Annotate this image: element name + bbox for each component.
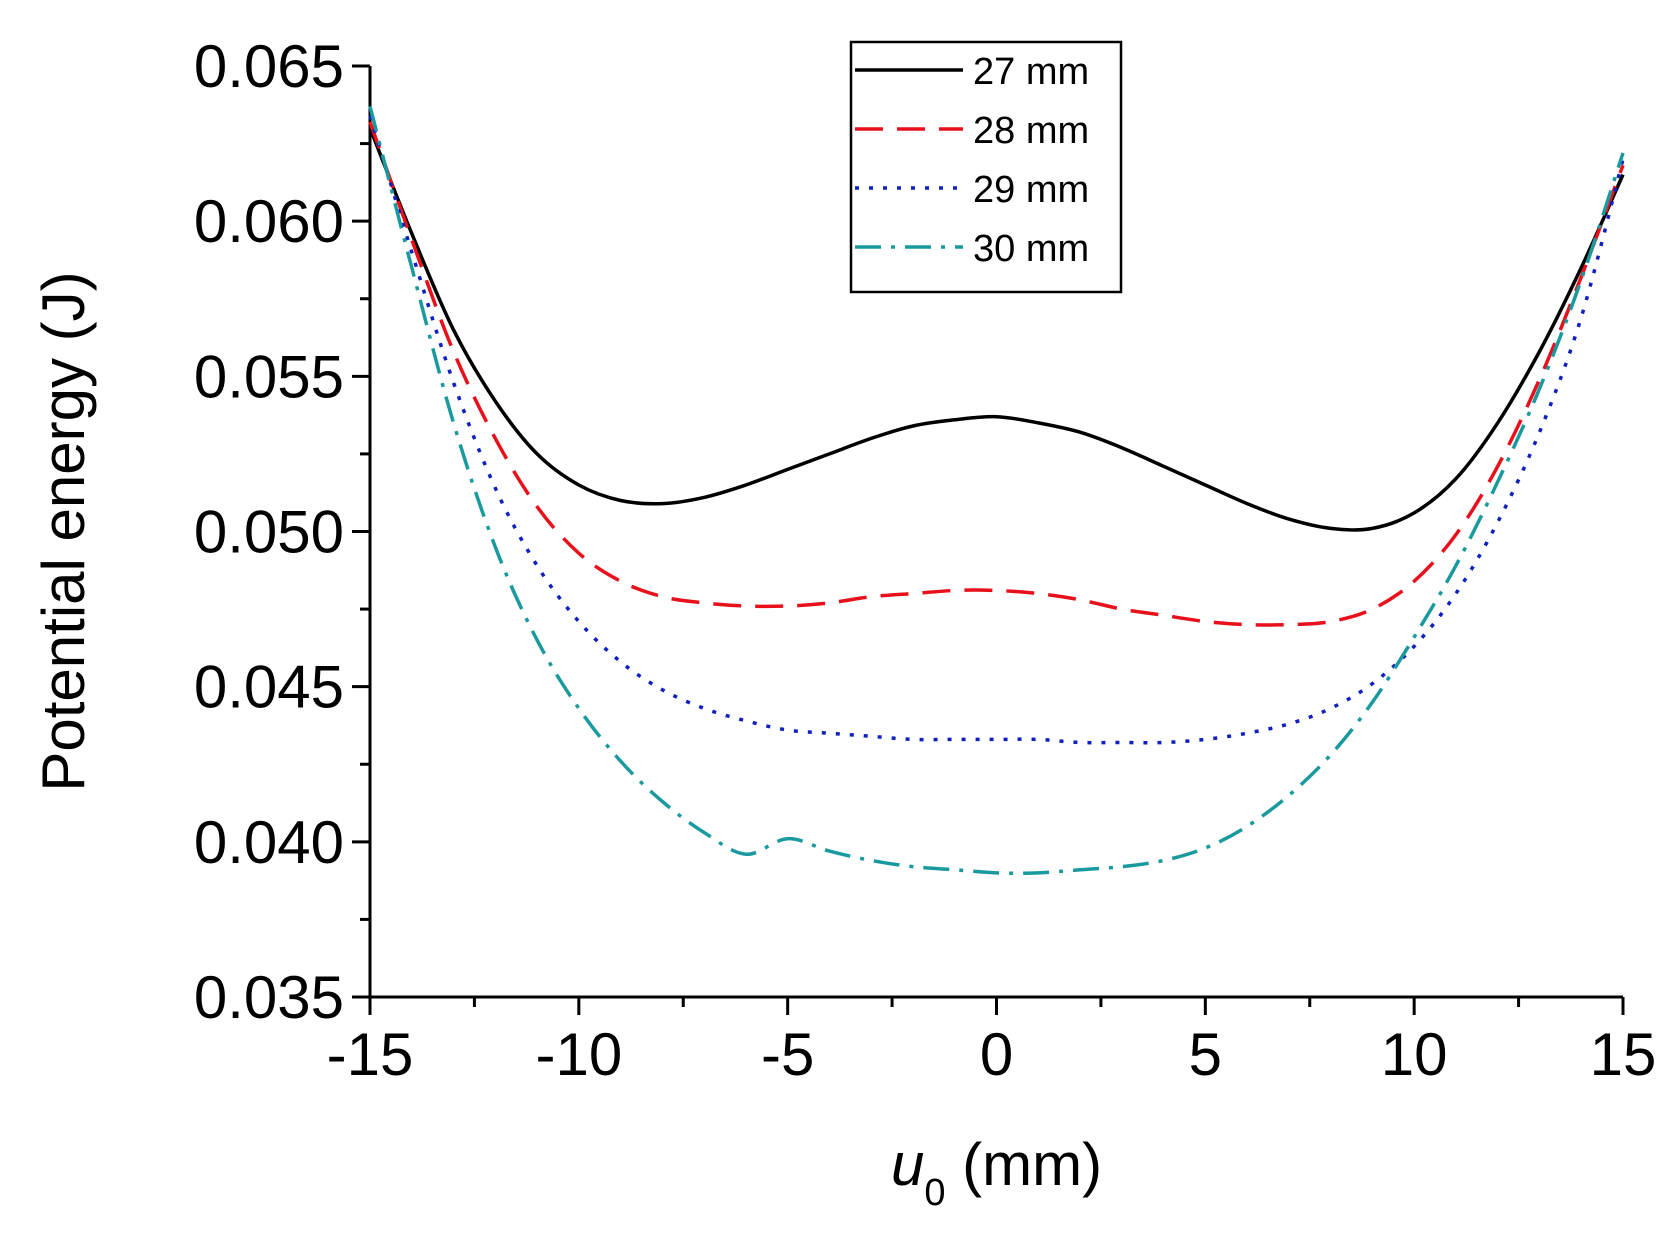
x-tick-label: -10 <box>535 1021 622 1088</box>
series-line-30-mm <box>368 105 1625 876</box>
y-tick-label: 0.065 <box>194 33 344 100</box>
x-tick-label: 15 <box>1590 1021 1657 1088</box>
legend-label: 27 mm <box>973 51 1089 93</box>
legend-label: 30 mm <box>973 228 1089 270</box>
y-tick-label: 0.055 <box>194 343 344 410</box>
y-tick-label: 0.035 <box>194 964 344 1031</box>
y-tick-label: 0.050 <box>194 499 344 566</box>
x-axis-title: u0 (mm) <box>891 1131 1102 1214</box>
x-tick-label: 5 <box>1189 1021 1222 1088</box>
x-tick-label: 0 <box>980 1021 1013 1088</box>
legend-label: 28 mm <box>973 110 1089 152</box>
x-tick-label: -5 <box>761 1021 814 1088</box>
series-line-28-mm <box>368 121 1625 627</box>
y-tick-label: 0.045 <box>194 654 344 721</box>
legend-label: 29 mm <box>973 169 1089 211</box>
x-axis-title-unit: (mm) <box>945 1131 1102 1198</box>
series-lines <box>368 105 1625 876</box>
y-axis-title: Potential energy (J) <box>30 271 97 791</box>
x-axis-title-variable: u <box>891 1131 924 1198</box>
axes <box>352 64 1625 1015</box>
legend-box <box>849 40 1123 294</box>
x-axis-title-subscript: 0 <box>924 1172 945 1214</box>
series-line-27-mm <box>368 127 1625 532</box>
y-tick-label: 0.060 <box>194 188 344 255</box>
legend: 27 mm 28 mm 29 mm 30 mm <box>849 40 1123 294</box>
y-tick-label: 0.040 <box>194 809 344 876</box>
tick-labels: 0.035 0.040 0.045 0.050 0.055 0.060 0.065 -15 -1… <box>194 33 1657 1088</box>
x-tick-label: 10 <box>1381 1021 1448 1088</box>
x-tick-label: -15 <box>327 1021 414 1088</box>
